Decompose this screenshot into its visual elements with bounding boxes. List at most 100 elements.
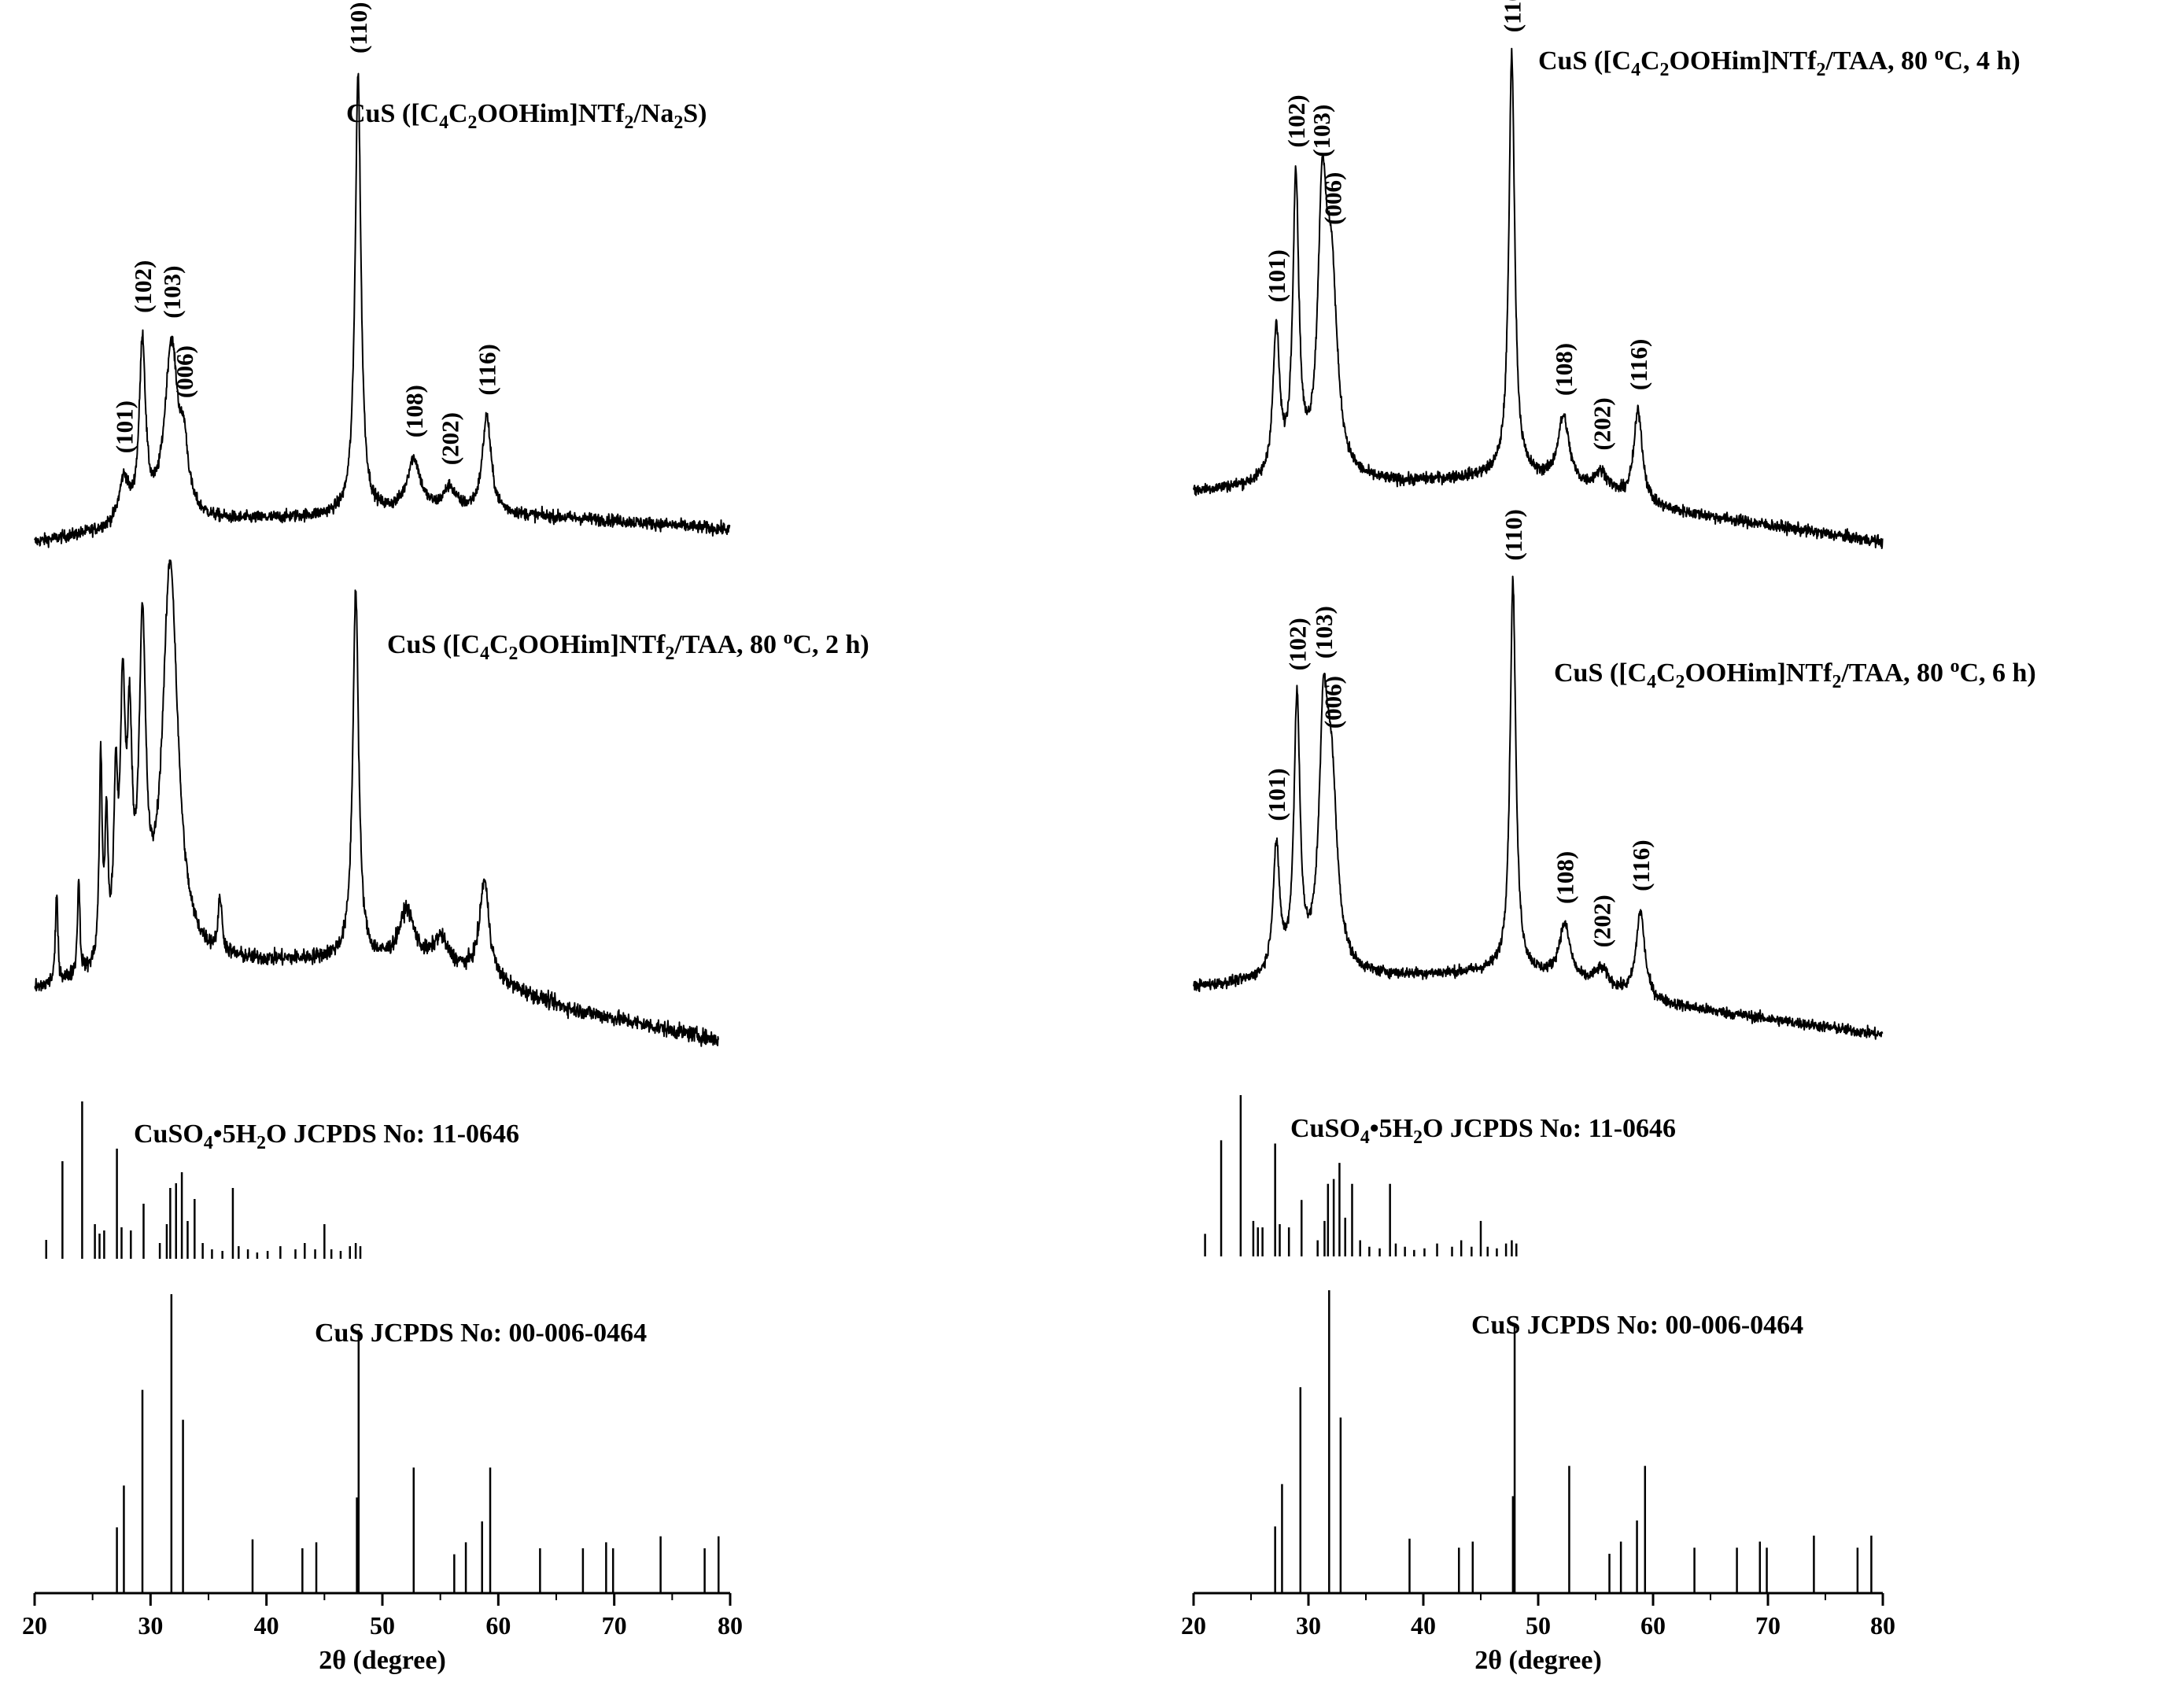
trace-title: CuS ([C4C2OOHim]NTf2/Na2S) xyxy=(346,99,707,133)
title-part: C xyxy=(1656,658,1676,688)
title-part: 2 xyxy=(468,113,478,133)
title-part: 4 xyxy=(1631,60,1640,80)
hkl-label: (108) xyxy=(1550,343,1578,396)
title-part: 2 xyxy=(1413,1127,1423,1148)
title-part: C xyxy=(448,99,468,128)
pattern-line xyxy=(1193,47,1884,549)
x-tick-label: 70 xyxy=(602,1611,627,1640)
hkl-label: (103) xyxy=(1308,105,1335,157)
title-part: /Na xyxy=(633,99,674,128)
title-part: 4 xyxy=(1647,672,1656,692)
trace-title: CuS ([C4C2OOHim]NTf2/TAA, 80 oC, 4 h) xyxy=(1538,44,2021,80)
x-tick-label: 50 xyxy=(370,1611,395,1640)
title-part: o xyxy=(1950,656,1960,677)
title-part: CuSO xyxy=(1290,1114,1360,1143)
x-tick-label: 80 xyxy=(1870,1611,1895,1640)
title-part: O JCPDS No: 11-0646 xyxy=(1423,1114,1676,1143)
title-part: /TAA, 80 xyxy=(1825,46,1934,76)
title-part: O JCPDS No: 11-0646 xyxy=(266,1120,519,1149)
hkl-label: (103) xyxy=(158,266,186,319)
title-part: 2 xyxy=(256,1133,266,1153)
x-tick-label: 60 xyxy=(1640,1611,1666,1640)
trace-3: CuSO4•5H2O JCPDS No: 11-0646 xyxy=(1204,1095,1676,1256)
title-part: 2 xyxy=(665,644,674,664)
hkl-label: (006) xyxy=(171,345,198,398)
title-part: OOHim]NTf xyxy=(1669,46,1817,76)
title-part: CuS ([C xyxy=(346,99,439,128)
x-axis-title: 2θ (degree) xyxy=(319,1646,446,1675)
title-part: 4 xyxy=(1360,1127,1370,1148)
title-part: CuSO xyxy=(134,1120,204,1149)
trace-title: CuS ([C4C2OOHim]NTf2/TAA, 80 oC, 6 h) xyxy=(1554,656,2036,692)
x-tick-label: 20 xyxy=(1181,1611,1206,1640)
hkl-label: (202) xyxy=(1588,895,1615,947)
trace-4: CuS JCPDS No: 00-006-0464 xyxy=(1274,1290,1873,1593)
x-tick-label: 80 xyxy=(718,1611,743,1640)
hkl-label: (116) xyxy=(474,344,501,395)
pattern-line xyxy=(34,559,719,1047)
hkl-label: (101) xyxy=(110,400,138,453)
x-tick-label: 60 xyxy=(485,1611,511,1640)
title-part: •5H xyxy=(213,1120,256,1149)
x-tick-label: 40 xyxy=(1411,1611,1436,1640)
hkl-label: (110) xyxy=(345,2,372,53)
right-panel: CuS ([C4C2OOHim]NTf2/TAA, 80 oC, 4 h)(10… xyxy=(1181,0,2036,1675)
hkl-label: (116) xyxy=(1627,839,1655,891)
title-part: 4 xyxy=(204,1133,213,1153)
hkl-label: (110) xyxy=(1500,509,1527,560)
hkl-label: (103) xyxy=(1310,606,1338,658)
x-tick-label: 30 xyxy=(138,1611,163,1640)
hkl-label: (202) xyxy=(1588,397,1615,450)
title-part: 2 xyxy=(1816,60,1825,80)
title-part: •5H xyxy=(1370,1114,1413,1143)
title-part: o xyxy=(1935,44,1944,65)
pattern-line xyxy=(34,72,731,548)
trace-3: CuSO4•5H2O JCPDS No: 11-0646 xyxy=(45,1101,519,1259)
trace-title: CuS JCPDS No: 00-006-0464 xyxy=(1471,1311,1803,1340)
x-tick-label: 40 xyxy=(254,1611,279,1640)
trace-4: CuS JCPDS No: 00-006-0464 xyxy=(116,1294,720,1593)
hkl-label: (102) xyxy=(1283,618,1311,670)
left-panel: CuS ([C4C2OOHim]NTf2/Na2S) (101) (102) (103… xyxy=(22,2,869,1675)
hkl-label: (110) xyxy=(1498,0,1526,32)
title-part: 2 xyxy=(509,644,519,664)
hkl-label: (202) xyxy=(436,412,463,465)
trace-title: CuSO4•5H2O JCPDS No: 11-0646 xyxy=(134,1120,519,1153)
title-part: 4 xyxy=(480,644,489,664)
hkl-label: (108) xyxy=(400,385,428,437)
title-part: OOHim]NTf xyxy=(477,99,625,128)
title-part: 2 xyxy=(624,113,633,133)
title-part: 2 xyxy=(1676,672,1685,692)
title-part: C xyxy=(489,630,509,659)
hkl-label: (102) xyxy=(129,260,157,313)
hkl-label: (101) xyxy=(1263,768,1290,821)
title-part: 4 xyxy=(439,113,448,133)
title-part: C xyxy=(1640,46,1660,76)
x-tick-label: 20 xyxy=(22,1611,47,1640)
title-part: C, 4 h) xyxy=(1943,46,2020,76)
x-tick-label: 70 xyxy=(1755,1611,1781,1640)
title-part: o xyxy=(784,628,793,648)
hkl-label: (006) xyxy=(1319,172,1347,225)
title-part: CuS ([C xyxy=(387,630,480,659)
title-part: OOHim]NTf xyxy=(518,630,666,659)
title-part: 2 xyxy=(1832,672,1841,692)
x-axis-title: 2θ (degree) xyxy=(1474,1646,1602,1675)
hkl-label: (102) xyxy=(1282,94,1310,147)
trace-1: CuS ([C4C2OOHim]NTf2/Na2S) (101) (102) (103… xyxy=(34,2,731,548)
title-part: C, 6 h) xyxy=(1959,658,2035,688)
title-part: 2 xyxy=(1660,60,1670,80)
hkl-label: (116) xyxy=(1625,339,1652,390)
title-part: OOHim]NTf xyxy=(1685,658,1832,688)
title-part: CuS ([C xyxy=(1554,658,1647,688)
trace-title: CuS JCPDS No: 00-006-0464 xyxy=(315,1319,647,1348)
title-part: 2 xyxy=(674,113,683,133)
trace-title: CuS ([C4C2OOHim]NTf2/TAA, 80 oC, 2 h) xyxy=(387,628,869,664)
trace-2: CuS ([C4C2OOHim]NTf2/TAA, 80 oC, 2 h) xyxy=(34,559,869,1047)
trace-title: CuSO4•5H2O JCPDS No: 11-0646 xyxy=(1290,1114,1676,1148)
hkl-label: (108) xyxy=(1552,851,1579,904)
hkl-label: (101) xyxy=(1263,249,1290,302)
trace-1: CuS ([C4C2OOHim]NTf2/TAA, 80 oC, 4 h)(10… xyxy=(1193,0,2021,549)
trace-2: CuS ([C4C2OOHim]NTf2/TAA, 80 oC, 6 h)(10… xyxy=(1193,509,2036,1040)
